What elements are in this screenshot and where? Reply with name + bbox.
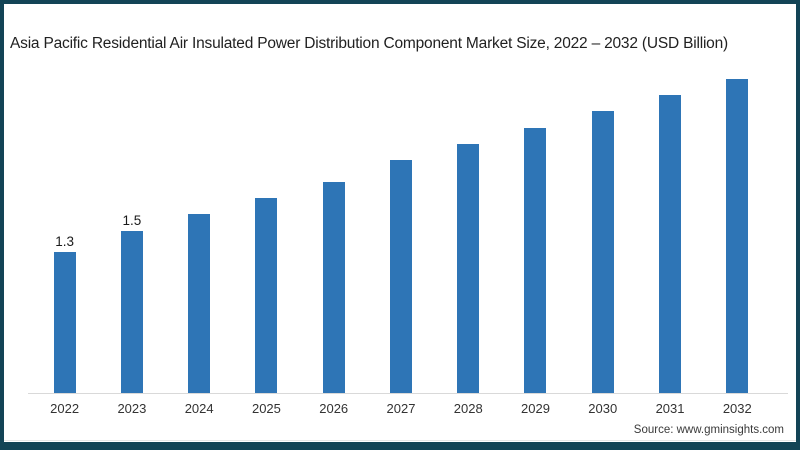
bar-column [300,53,367,393]
x-axis-tick-label: 2032 [722,401,752,416]
x-axis-line [28,393,788,394]
bar-column [636,53,703,393]
chart-title: Asia Pacific Residential Air Insulated P… [10,35,728,52]
x-axis-tick-label: 2022 [50,401,80,416]
bar-column [367,53,434,393]
bar [457,144,480,393]
bar-column [166,53,233,393]
x-axis-tick-label: 2029 [521,401,550,416]
plot-area: 1.3 1.5 [31,53,771,393]
bar [726,79,749,393]
bar-column [233,53,300,393]
bar-column [502,53,569,393]
bar [322,182,345,393]
bar [53,252,76,393]
x-axis-tick-label: 2030 [588,401,618,416]
bar [591,111,614,393]
x-axis-tick-label: 2026 [319,401,349,416]
x-axis-tick-label: 2025 [251,401,281,416]
x-axis-tick-label: 2024 [184,401,214,416]
source-text: Source: www.gminsights.com [633,424,784,436]
bar-column [435,53,502,393]
x-axis-labels: 2022 2023 2024 2025 2026 2027 2028 2029 2030 2031… [31,401,771,416]
x-axis-tick-label: 2028 [453,401,483,416]
x-axis-tick-label: 2027 [386,401,416,416]
bar [389,160,412,393]
bar [120,231,143,393]
bar-column [704,53,771,393]
bar-column: 1.3 [31,53,98,393]
x-axis-tick-label: 2031 [655,401,685,416]
bar-column: 1.5 [98,53,165,393]
bar-value-label: 1.3 [55,234,75,249]
bar [188,214,211,393]
bar-column [569,53,636,393]
bar [524,128,547,393]
x-axis-tick-label: 2023 [117,401,147,416]
bar-value-label: 1.5 [122,213,142,228]
footer-divider [4,440,796,441]
bar [659,95,682,393]
bar [255,198,278,393]
